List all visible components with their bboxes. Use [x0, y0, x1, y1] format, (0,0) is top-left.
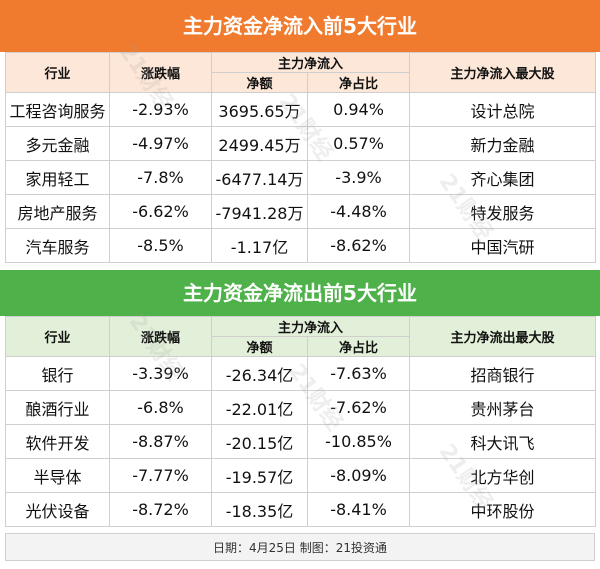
header-amount: 净额	[211, 336, 308, 357]
inflow-table: 行业 涨跌幅 主力净流入 主力净流入最大股 净额 净占比 工程咨询服务 -2.9…	[5, 52, 597, 263]
cell-industry: 家用轻工	[5, 160, 110, 195]
cell-stock: 中国汽研	[409, 228, 597, 263]
cell-stock: 中环股份	[409, 492, 597, 527]
table-row: 汽车服务 -8.5% -1.17亿 -8.62% 中国汽研	[5, 228, 597, 263]
header-change: 涨跌幅	[109, 316, 212, 357]
cell-stock: 新力金融	[409, 126, 597, 161]
cell-change: -4.97%	[109, 126, 212, 161]
cell-ratio: -3.9%	[306, 160, 411, 195]
cell-amount: -1.17亿	[211, 228, 308, 263]
header-main-flow: 主力净流入	[210, 52, 411, 73]
cell-industry: 酿酒行业	[5, 390, 110, 425]
cell-ratio: -8.41%	[306, 492, 411, 527]
header-main-flow: 主力净流入	[210, 316, 411, 337]
table-row: 房地产服务 -6.62% -7941.28万 -4.48% 特发服务	[5, 194, 597, 229]
table-row: 银行 -3.39% -26.34亿 -7.63% 招商银行	[5, 356, 597, 391]
cell-industry: 汽车服务	[5, 228, 110, 263]
cell-stock: 招商银行	[409, 356, 597, 391]
header-industry: 行业	[5, 52, 110, 93]
cell-amount: -20.15亿	[211, 424, 308, 459]
table-row: 光伏设备 -8.72% -18.35亿 -8.41% 中环股份	[5, 492, 597, 527]
cell-stock: 北方华创	[409, 458, 597, 493]
cell-amount: 3695.65万	[211, 92, 308, 127]
cell-ratio: -8.09%	[306, 458, 411, 493]
cell-stock: 科大讯飞	[409, 424, 597, 459]
cell-amount: -26.34亿	[211, 356, 308, 391]
cell-change: -6.8%	[109, 390, 212, 425]
cell-industry: 工程咨询服务	[5, 92, 110, 127]
table-row: 工程咨询服务 -2.93% 3695.65万 0.94% 设计总院	[5, 92, 597, 127]
cell-change: -7.77%	[109, 458, 212, 493]
table-row: 软件开发 -8.87% -20.15亿 -10.85% 科大讯飞	[5, 424, 597, 459]
cell-change: -2.93%	[109, 92, 212, 127]
cell-ratio: -7.63%	[306, 356, 411, 391]
table-row: 半导体 -7.77% -19.57亿 -8.09% 北方华创	[5, 458, 597, 493]
table-row: 多元金融 -4.97% 2499.45万 0.57% 新力金融	[5, 126, 597, 161]
cell-amount: -19.57亿	[211, 458, 308, 493]
header-change: 涨跌幅	[109, 52, 212, 93]
cell-industry: 软件开发	[5, 424, 110, 459]
cell-change: -6.62%	[109, 194, 212, 229]
cell-amount: 2499.45万	[211, 126, 308, 161]
cell-stock: 贵州茅台	[409, 390, 597, 425]
cell-change: -8.72%	[109, 492, 212, 527]
cell-industry: 半导体	[5, 458, 110, 493]
cell-amount: -18.35亿	[211, 492, 308, 527]
cell-industry: 银行	[5, 356, 110, 391]
cell-amount: -7941.28万	[211, 194, 308, 229]
cell-ratio: -10.85%	[306, 424, 411, 459]
footer-credit: 日期：4月25日 制图：21投资通	[5, 533, 595, 561]
cell-stock: 设计总院	[409, 92, 597, 127]
table-row: 家用轻工 -7.8% -6477.14万 -3.9% 齐心集团	[5, 160, 597, 195]
outflow-table: 行业 涨跌幅 主力净流入 主力净流出最大股 净额 净占比 银行 -3.39% -…	[5, 316, 597, 527]
header-ratio: 净占比	[306, 72, 411, 93]
cell-ratio: -7.62%	[306, 390, 411, 425]
cell-ratio: 0.94%	[306, 92, 411, 127]
cell-ratio: -4.48%	[306, 194, 411, 229]
header-amount: 净额	[211, 72, 308, 93]
header-ratio: 净占比	[306, 336, 411, 357]
cell-amount: -22.01亿	[211, 390, 308, 425]
cell-stock: 齐心集团	[409, 160, 597, 195]
header-industry: 行业	[5, 316, 110, 357]
cell-amount: -6477.14万	[211, 160, 308, 195]
cell-change: -8.5%	[109, 228, 212, 263]
cell-industry: 多元金融	[5, 126, 110, 161]
cell-industry: 房地产服务	[5, 194, 110, 229]
outflow-title: 主力资金净流出前5大行业	[0, 270, 600, 316]
header-top-stock: 主力净流入最大股	[409, 52, 597, 93]
cell-ratio: -8.62%	[306, 228, 411, 263]
cell-stock: 特发服务	[409, 194, 597, 229]
cell-ratio: 0.57%	[306, 126, 411, 161]
inflow-title: 主力资金净流入前5大行业	[0, 0, 600, 52]
cell-change: -3.39%	[109, 356, 212, 391]
cell-change: -8.87%	[109, 424, 212, 459]
header-top-stock: 主力净流出最大股	[409, 316, 597, 357]
cell-industry: 光伏设备	[5, 492, 110, 527]
cell-change: -7.8%	[109, 160, 212, 195]
table-row: 酿酒行业 -6.8% -22.01亿 -7.62% 贵州茅台	[5, 390, 597, 425]
